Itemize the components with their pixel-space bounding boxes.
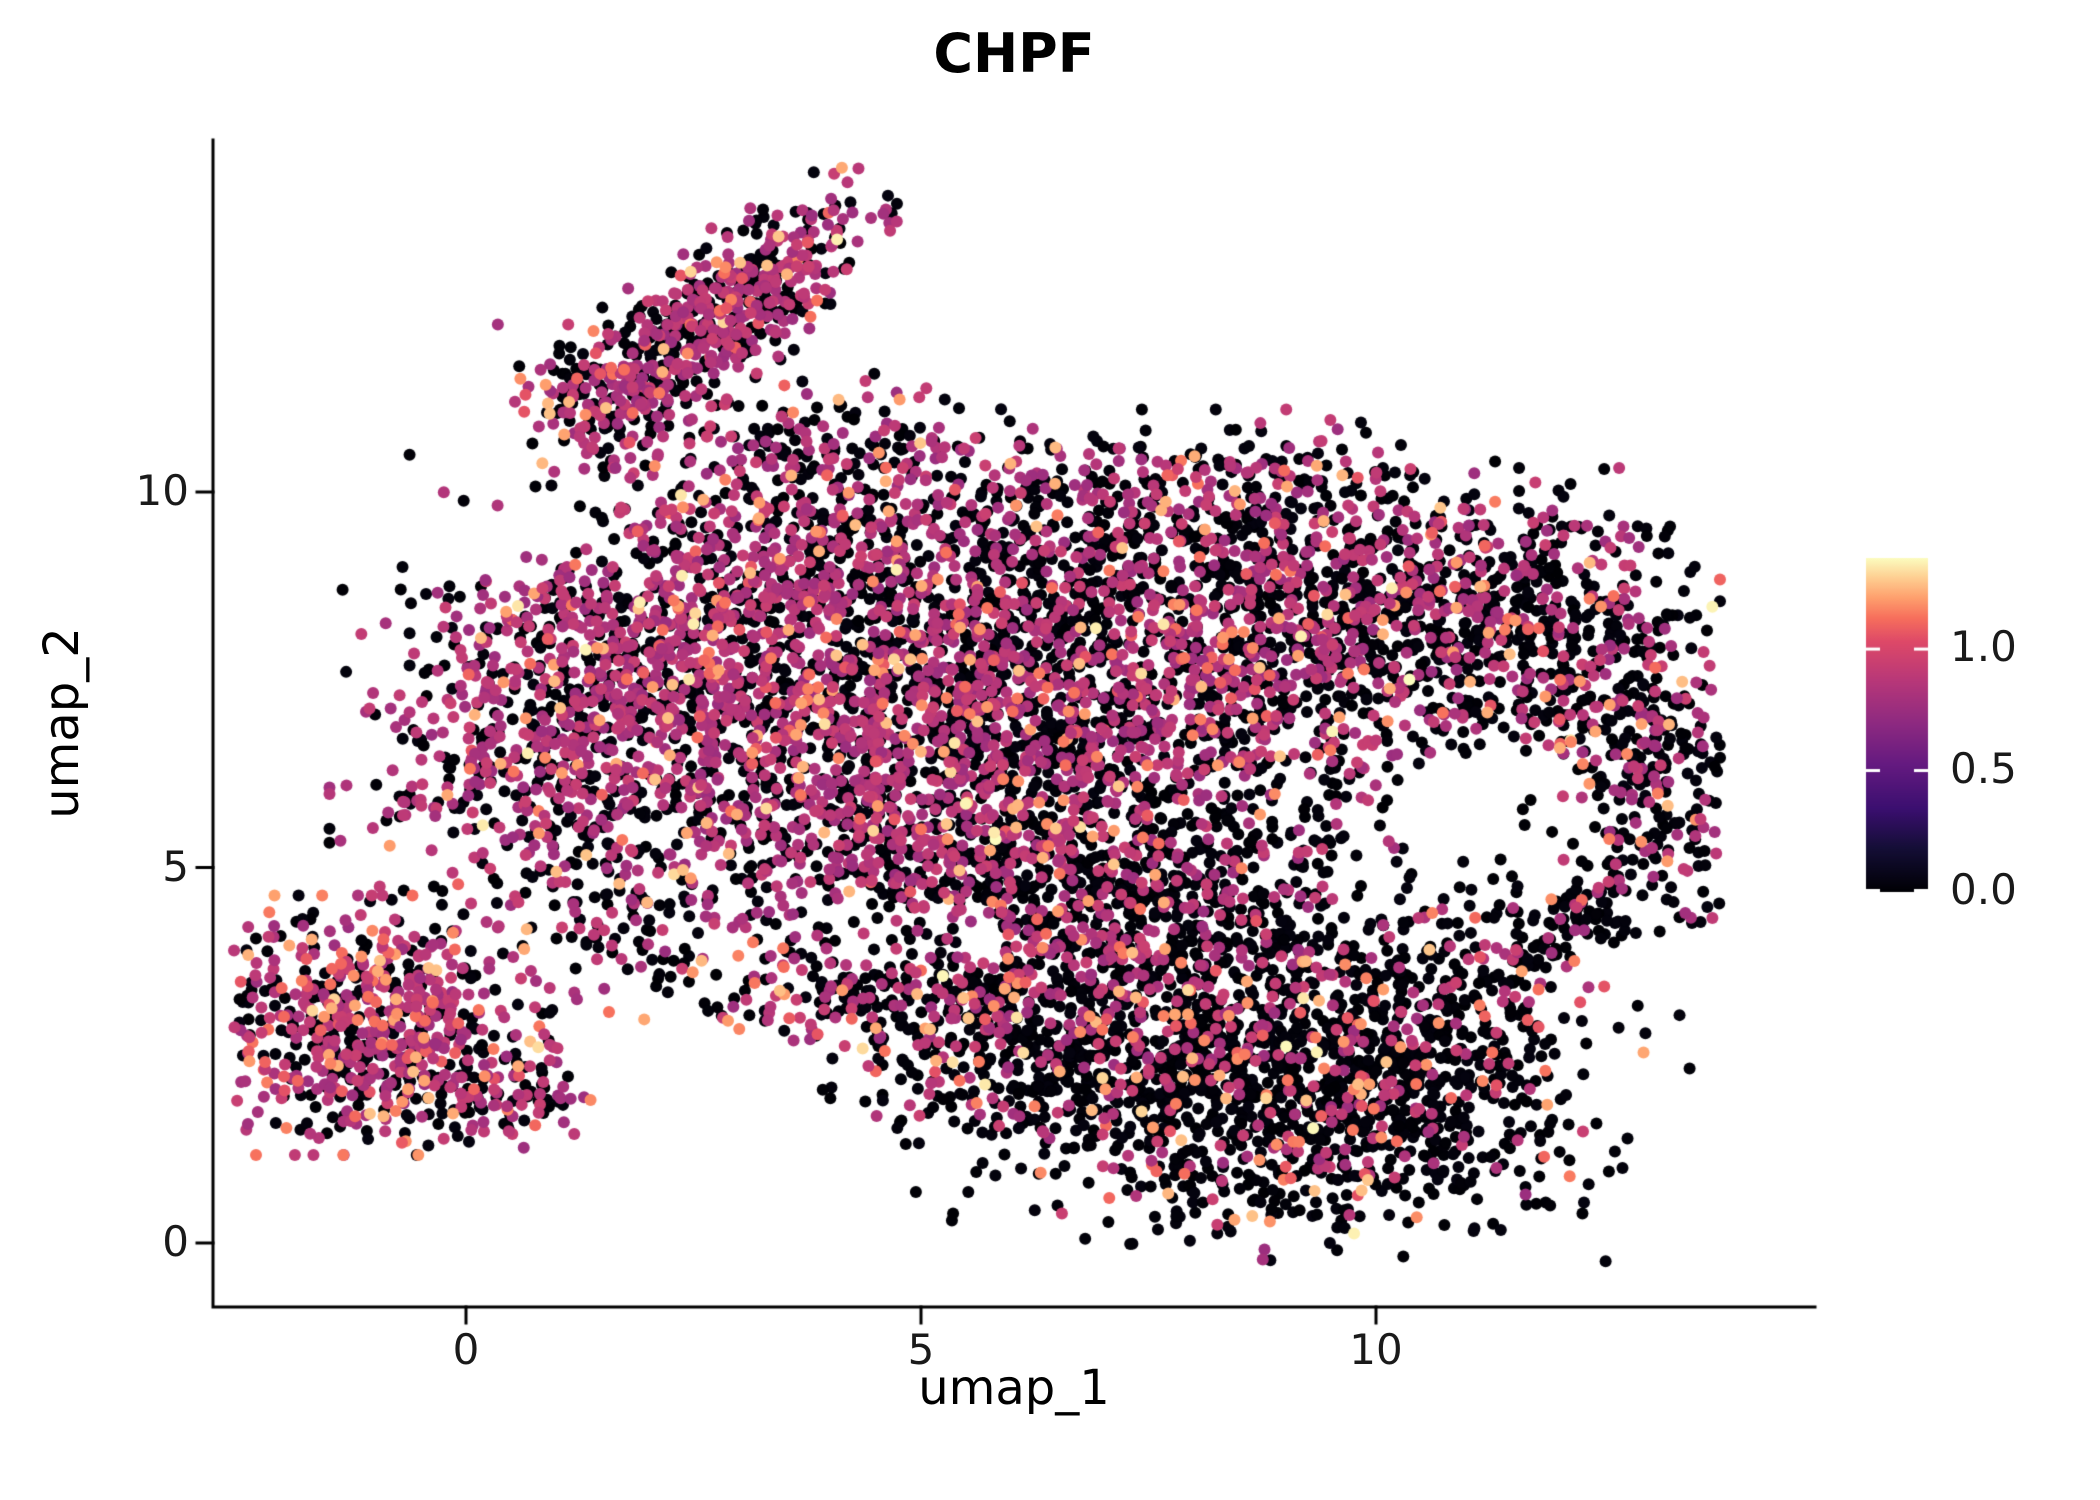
x-axis-label: umap_1 <box>918 1360 1110 1416</box>
plot-title: CHPF <box>933 22 1095 85</box>
colorbar-tick-label: 0.0 <box>1950 865 2017 914</box>
y-tick-label: 10 <box>135 466 189 515</box>
x-tick-label: 10 <box>1349 1325 1403 1374</box>
colorbar-tick-label: 1.0 <box>1950 622 2017 672</box>
x-tick-label: 5 <box>907 1325 935 1374</box>
x-tick-label: 0 <box>452 1325 480 1374</box>
y-tick-label: 0 <box>162 1217 189 1266</box>
y-axis-label: umap_2 <box>34 627 90 819</box>
colorbar-tick-label: 0.5 <box>1950 743 2017 793</box>
y-tick-label: 5 <box>162 841 189 891</box>
